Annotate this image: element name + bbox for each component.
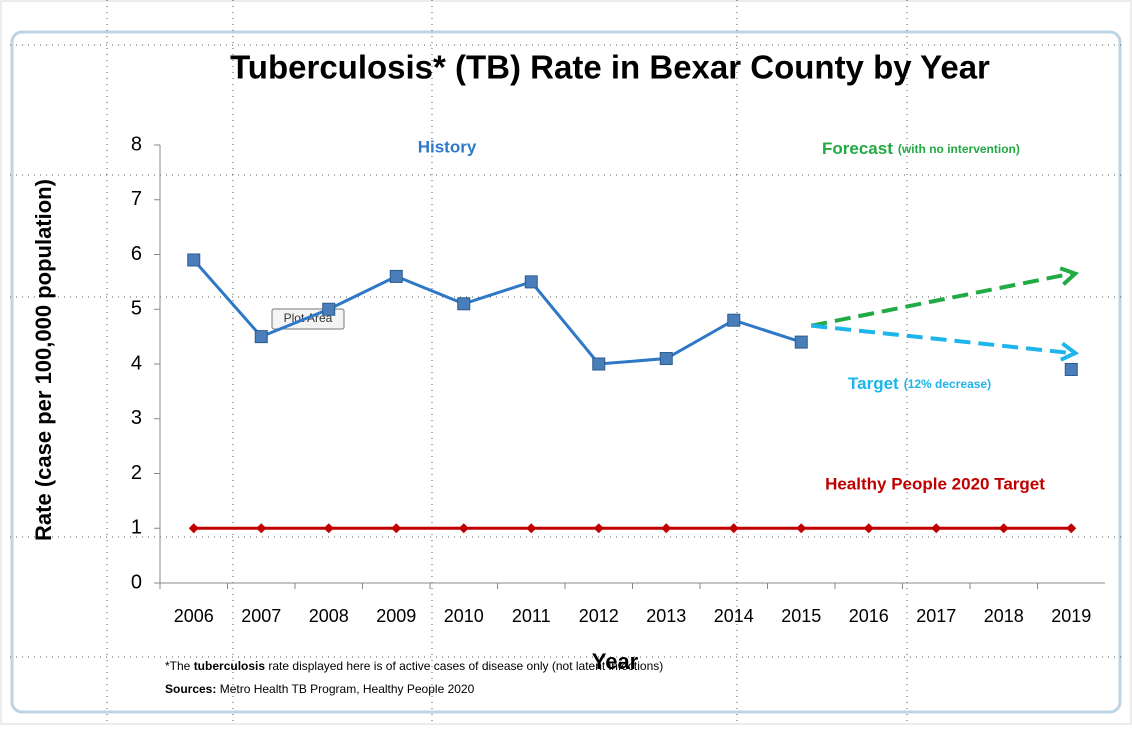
data-point [256, 523, 267, 534]
y-tick-label: 0 [131, 571, 142, 593]
data-point [727, 313, 741, 327]
arrow-note: (12% decrease) [904, 377, 991, 391]
x-tick-label: 2012 [579, 606, 619, 626]
footnote: *The tuberculosis rate displayed here is… [165, 659, 663, 673]
series-label: Healthy People 2020 Target [825, 474, 1045, 493]
y-tick-label: 5 [131, 298, 142, 320]
y-tick-label: 1 [131, 517, 142, 539]
sources-part: Metro Health TB Program, Healthy People … [216, 682, 474, 696]
sources: Sources: Metro Health TB Program, Health… [165, 682, 475, 696]
arrow-head [1059, 266, 1080, 286]
data-point [728, 523, 739, 534]
data-point [457, 297, 471, 311]
x-tick-label: 2008 [309, 606, 349, 626]
y-tick-label: 6 [131, 243, 142, 265]
x-tick-label: 2015 [781, 606, 821, 626]
y-axis-label: Rate (case per 100,000 population) [31, 179, 56, 541]
forecast-arrow [810, 271, 1072, 328]
data-point [661, 523, 672, 534]
x-tick-label: 2014 [714, 606, 754, 626]
data-point [391, 523, 402, 534]
data-point [1064, 362, 1078, 376]
footnote-part: *The [165, 659, 194, 673]
data-point [526, 523, 537, 534]
footnote-part: tuberculosis [194, 659, 266, 673]
arrow-name: Forecast [822, 139, 893, 158]
data-point [1066, 523, 1077, 534]
data-point [188, 523, 199, 534]
y-tick-label: 4 [131, 352, 142, 374]
data-point [458, 523, 469, 534]
arrow-note: (with no intervention) [898, 142, 1020, 156]
x-tick-label: 2009 [376, 606, 416, 626]
data-point [524, 275, 538, 289]
x-tick-label: 2007 [241, 606, 281, 626]
data-point [659, 352, 673, 366]
x-tick-label: 2010 [444, 606, 484, 626]
y-tick-label: 3 [131, 407, 142, 429]
data-point [389, 269, 403, 283]
data-point [187, 253, 201, 267]
x-tick-label: 2006 [174, 606, 214, 626]
y-tick-label: 7 [131, 188, 142, 210]
data-point [794, 335, 808, 349]
arrow-name: Target [848, 374, 899, 393]
x-tick-label: 2017 [916, 606, 956, 626]
y-tick-label: 8 [131, 133, 142, 155]
chart-title: Tuberculosis* (TB) Rate in Bexar County … [230, 49, 990, 86]
chart-frame[interactable] [10, 30, 1122, 714]
arrow-label: Forecast (with no intervention) [822, 139, 1020, 158]
sources-part: Sources: [165, 682, 216, 696]
footnote-part: rate displayed here is of active cases o… [265, 659, 663, 673]
series-label: History [418, 137, 477, 156]
arrow-label: Target (12% decrease) [848, 374, 991, 393]
arrow-head [1059, 341, 1080, 362]
data-point [254, 330, 268, 344]
data-point [323, 523, 334, 534]
data-point [322, 302, 336, 316]
x-tick-label: 2019 [1051, 606, 1091, 626]
x-tick-label: 2011 [512, 606, 551, 626]
data-point [593, 523, 604, 534]
data-point [863, 523, 874, 534]
x-tick-label: 2018 [984, 606, 1024, 626]
data-point [796, 523, 807, 534]
x-axis-label: Year [592, 649, 639, 674]
forecast-arrow [811, 323, 1072, 356]
y-tick-label: 2 [131, 462, 142, 484]
data-point [998, 523, 1009, 534]
x-tick-label: 2016 [849, 606, 889, 626]
data-point [931, 523, 942, 534]
data-point [592, 357, 606, 371]
x-tick-label: 2013 [646, 606, 686, 626]
